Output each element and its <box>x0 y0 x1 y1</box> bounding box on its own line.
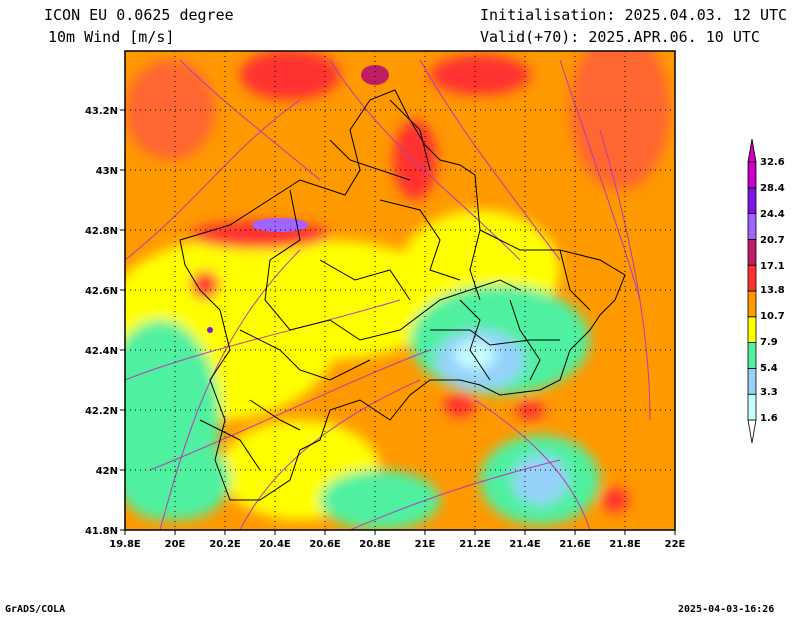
lat-tick-label: 42.8N <box>85 226 118 237</box>
lon-tick-label: 20.2E <box>209 539 241 550</box>
colorbar-label: 3.3 <box>760 387 778 398</box>
lat-tick-label: 42.6N <box>85 286 118 297</box>
lat-tick-label: 41.8N <box>85 526 118 537</box>
lat-tick-label: 43N <box>96 166 118 177</box>
colorbar-label: 32.6 <box>760 157 785 168</box>
colorbar-swatch <box>747 264 757 292</box>
colorbar-swatch <box>747 316 757 343</box>
colorbar-label: 17.1 <box>760 261 785 272</box>
colorbar-label: 20.7 <box>760 235 785 246</box>
lon-tick-label: 20.6E <box>309 539 341 550</box>
lon-tick-label: 21.2E <box>459 539 491 550</box>
colorbar-swatch <box>747 213 757 240</box>
footer-timestamp: 2025-04-03-16:26 <box>678 604 775 615</box>
lat-tick-label: 42.2N <box>85 406 118 417</box>
admin-boundaries <box>179 89 626 501</box>
colorbar-swatch <box>747 290 757 318</box>
tick-marks <box>120 109 676 535</box>
lon-tick-label: 19.8E <box>109 539 141 550</box>
lon-tick-label: 20E <box>165 539 186 550</box>
lat-axis: 43.2N 43N 42.8N 42.6N 42.4N 42.2N 42N 41… <box>85 106 118 537</box>
lon-tick-label: 20.4E <box>259 539 291 550</box>
colorbar-swatch <box>747 342 757 369</box>
lon-tick-label: 21.4E <box>509 539 541 550</box>
footer-credit: GrADS/COLA <box>5 604 66 615</box>
lon-tick-label: 20.8E <box>359 539 391 550</box>
colorbar-swatch <box>747 238 757 266</box>
colorbar-label: 1.6 <box>760 413 778 424</box>
colorbar-label: 10.7 <box>760 311 785 322</box>
lon-tick-label: 21.8E <box>609 539 641 550</box>
colorbar-top-arrow <box>747 138 757 163</box>
colorbar-label: 7.9 <box>760 337 778 348</box>
colorbar <box>747 138 757 444</box>
lon-tick-label: 21.6E <box>559 539 591 550</box>
colorbar-label: 13.8 <box>760 285 785 296</box>
colorbar-label: 28.4 <box>760 183 785 194</box>
lon-tick-label: 21E <box>415 539 436 550</box>
lat-tick-label: 42.4N <box>85 346 118 357</box>
lat-tick-label: 43.2N <box>85 106 118 117</box>
lon-axis: 19.8E 20E 20.2E 20.4E 20.6E 20.8E 21E 21… <box>109 539 685 550</box>
colorbar-swatch <box>747 393 757 421</box>
lat-tick-label: 42N <box>96 466 118 477</box>
colorbar-label: 5.4 <box>760 363 778 374</box>
lon-tick-label: 22E <box>665 539 686 550</box>
colorbar-label: 24.4 <box>760 209 785 220</box>
variable-title: 10m Wind [m/s] <box>48 28 175 46</box>
model-title: ICON EU 0.0625 degree <box>44 6 234 24</box>
colorbar-swatch <box>747 187 757 215</box>
valid-time: Valid(+70): 2025.APR.06. 10 UTC <box>480 28 760 46</box>
colorbar-bottom-arrow <box>747 419 757 444</box>
colorbar-swatch <box>747 161 757 189</box>
colorbar-swatch <box>747 367 757 395</box>
init-time: Initialisation: 2025.04.03. 12 UTC <box>480 6 788 24</box>
